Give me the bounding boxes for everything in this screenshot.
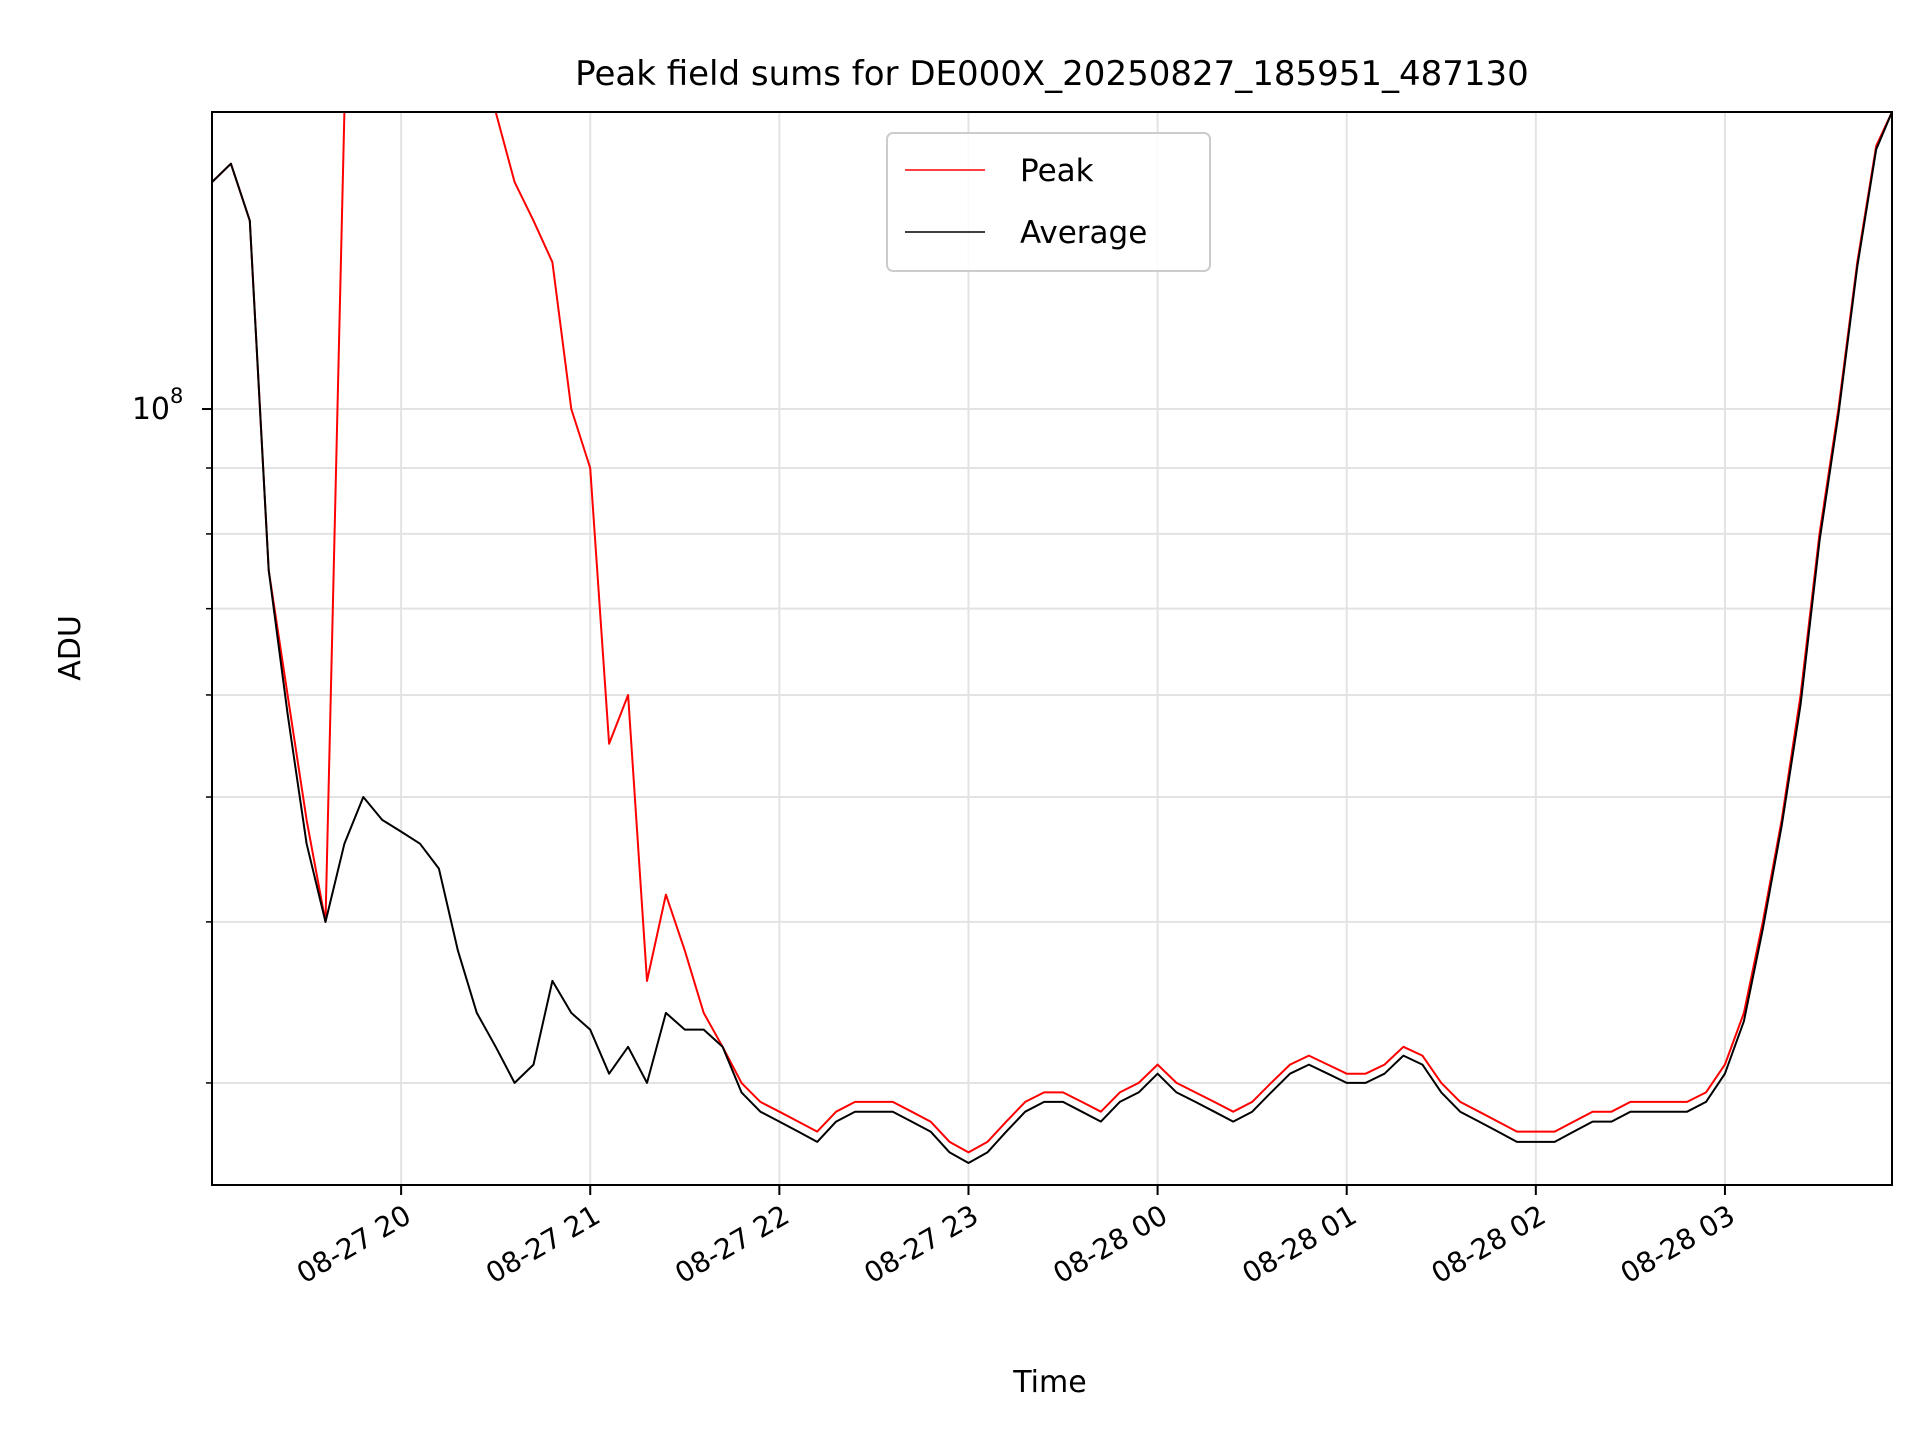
y-axis-label: ADU <box>53 615 88 681</box>
x-axis-label: Time <box>1012 1365 1086 1400</box>
chart-title: Peak field sums for DE000X_20250827_1859… <box>575 54 1529 94</box>
gridlines <box>212 112 1892 1185</box>
legend-average-label: Average <box>1020 215 1147 251</box>
legend-peak-label: Peak <box>1020 153 1094 189</box>
legend-box <box>886 132 1211 272</box>
y-axis: 10 8 <box>132 384 212 1084</box>
y-tick-exponent: 8 <box>170 384 183 408</box>
legend: Peak Average <box>886 132 1211 272</box>
y-tick-label: 10 <box>132 392 170 427</box>
series-line-average <box>211 111 1893 1164</box>
plot-frame <box>211 111 1893 1186</box>
